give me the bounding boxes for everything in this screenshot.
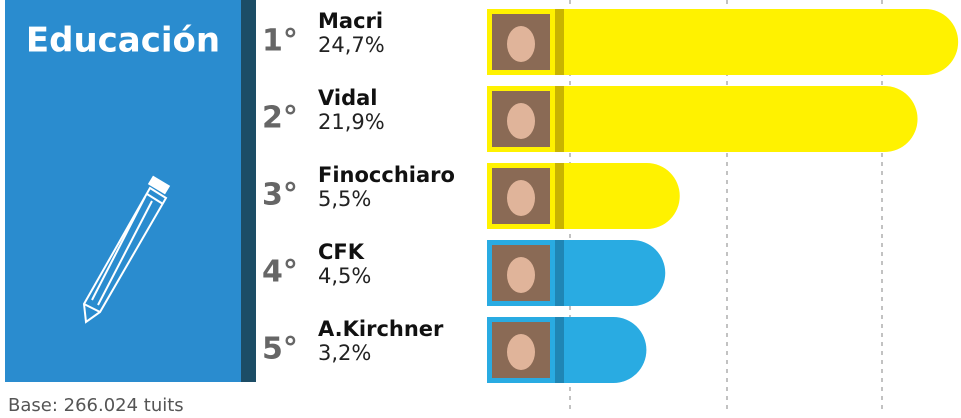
bar — [560, 240, 665, 306]
bar — [560, 163, 680, 229]
photo-face — [507, 180, 535, 216]
rank: 5° — [262, 332, 298, 367]
value-label: 4,5% — [318, 264, 371, 288]
rank: 2° — [262, 101, 298, 136]
candidate-name: Macri — [318, 9, 383, 33]
chart-title: Educación — [26, 21, 220, 61]
candidate-name: Vidal — [318, 86, 377, 110]
photo-face — [507, 334, 535, 370]
bar — [560, 9, 958, 75]
photo-edge — [555, 240, 564, 306]
rank: 4° — [262, 255, 298, 290]
photo-face — [507, 26, 535, 62]
candidate-name: Finocchiaro — [318, 163, 455, 187]
photo-face — [507, 103, 535, 139]
candidate-name: A.Kirchner — [318, 317, 444, 341]
footnote: Base: 266.024 tuits — [8, 395, 184, 416]
photo-edge — [555, 163, 564, 229]
candidate-name: CFK — [318, 240, 365, 264]
panel-stripe — [241, 0, 256, 382]
photo-edge — [555, 317, 564, 383]
chart: Educación Base: 266.024 tuits 1° Macri24,… — [0, 0, 961, 418]
photo-face — [507, 257, 535, 293]
bar — [560, 317, 646, 383]
value-label: 21,9% — [318, 110, 385, 134]
photo-edge — [555, 9, 564, 75]
value-label: 24,7% — [318, 33, 385, 57]
value-label: 3,2% — [318, 341, 371, 365]
rank: 1° — [262, 24, 298, 59]
rank: 3° — [262, 178, 298, 213]
photo-edge — [555, 86, 564, 152]
bar — [560, 86, 918, 152]
value-label: 5,5% — [318, 187, 371, 211]
